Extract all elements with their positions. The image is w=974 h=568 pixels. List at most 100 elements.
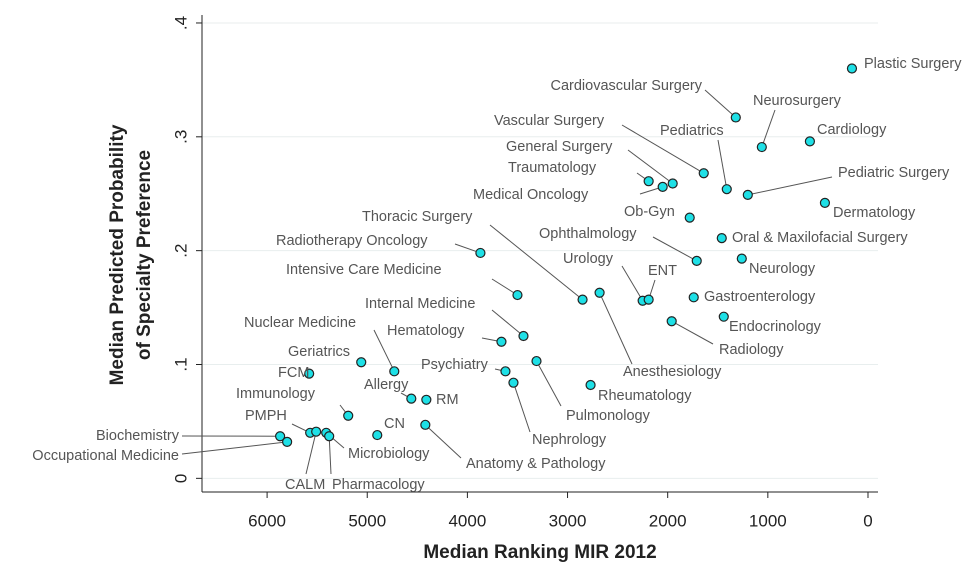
point xyxy=(742,189,753,200)
leader-line xyxy=(305,431,317,475)
point xyxy=(512,289,523,301)
x-tick-label: 4000 xyxy=(448,511,486,530)
point xyxy=(304,368,315,379)
point xyxy=(500,366,511,377)
point-label: Plastic Surgery xyxy=(864,56,962,72)
point-label: Oral & Maxilofacial Surgery xyxy=(732,230,908,246)
y-tick-label: .1 xyxy=(171,357,190,371)
point xyxy=(324,431,335,442)
leader-line xyxy=(621,124,704,174)
point-label: Vascular Surgery xyxy=(494,113,605,129)
leader-line xyxy=(181,441,288,455)
point-label: Anesthesiology xyxy=(623,364,722,380)
point-label: Nuclear Medicine xyxy=(244,315,356,331)
point-label: Occupational Medicine xyxy=(32,448,179,464)
leader-line xyxy=(671,320,714,345)
point xyxy=(421,394,432,405)
point-label: Ob-Gyn xyxy=(624,204,675,220)
point-label: Endocrinology xyxy=(729,319,822,335)
point-label: PMPH xyxy=(245,408,287,424)
point xyxy=(691,255,702,266)
point xyxy=(718,311,729,322)
point-label: Pharmacology xyxy=(332,477,425,493)
point-label: Gastroenterology xyxy=(704,289,816,305)
point-label: General Surgery xyxy=(506,139,613,155)
y-axis-title: of Specialty Preference xyxy=(134,150,155,360)
point-label: Anatomy & Pathology xyxy=(466,456,606,472)
point-label: Traumatology xyxy=(508,160,597,176)
point xyxy=(716,233,727,244)
point xyxy=(684,212,695,223)
y-tick-label: .4 xyxy=(171,16,190,30)
leader-line xyxy=(373,329,395,372)
point xyxy=(356,357,367,368)
point xyxy=(804,136,815,147)
y-axis-title: Median Predicted Probability xyxy=(107,124,128,385)
point-label: Dermatology xyxy=(833,205,916,221)
leader-line xyxy=(536,360,562,407)
leader-line xyxy=(489,224,583,300)
point xyxy=(282,436,293,448)
leader-line xyxy=(424,424,462,459)
point-label: Nephrology xyxy=(532,432,607,448)
point-label: Intensive Care Medicine xyxy=(286,262,442,278)
point-label: Pediatrics xyxy=(660,123,724,139)
point xyxy=(666,316,677,327)
point xyxy=(372,429,383,441)
point-label: Ophthalmology xyxy=(539,226,637,242)
x-tick-label: 3000 xyxy=(549,511,587,530)
leader-line xyxy=(717,139,728,190)
point xyxy=(518,330,529,342)
y-tick-label: .2 xyxy=(171,244,190,258)
point xyxy=(667,178,678,189)
point xyxy=(643,176,654,187)
point xyxy=(594,287,605,298)
point xyxy=(736,253,747,264)
y-tick-label: 0 xyxy=(171,474,190,483)
point xyxy=(657,181,668,193)
point xyxy=(819,197,831,208)
leader-line xyxy=(704,89,737,118)
point-label: Psychiatry xyxy=(421,357,489,373)
x-tick-label: 1000 xyxy=(749,511,787,530)
leader-line xyxy=(652,236,697,262)
point-label: Urology xyxy=(563,251,614,267)
point xyxy=(585,379,596,391)
point xyxy=(311,426,322,437)
point-label: Internal Medicine xyxy=(365,296,475,312)
point xyxy=(420,419,431,430)
point xyxy=(698,168,709,179)
point-label: RM xyxy=(436,392,459,408)
leader-line xyxy=(491,309,524,337)
x-tick-label: 6000 xyxy=(248,511,286,530)
leader-line xyxy=(621,265,644,302)
point-label: Radiotherapy Oncology xyxy=(276,233,428,249)
point xyxy=(730,112,741,123)
point-label: Hematology xyxy=(387,323,465,339)
point-label: CN xyxy=(384,416,405,432)
point-label: Immunology xyxy=(236,386,316,402)
point-label: Neurology xyxy=(749,261,816,277)
point-label: Rheumatology xyxy=(598,388,692,404)
point-label: Pulmonology xyxy=(566,408,651,424)
leader-line xyxy=(328,436,332,475)
point-label: Pediatric Surgery xyxy=(838,165,950,181)
leader-line xyxy=(512,382,531,433)
point-label: CALM xyxy=(285,477,325,493)
point xyxy=(475,247,486,259)
point xyxy=(343,410,354,421)
point xyxy=(508,377,519,388)
x-tick-label: 5000 xyxy=(348,511,386,530)
point-label: Radiology xyxy=(719,342,784,358)
point-label: Medical Oncology xyxy=(473,187,589,203)
leader-line xyxy=(627,149,673,184)
point-label: Geriatrics xyxy=(288,344,350,360)
point-label: Allergy xyxy=(364,377,409,393)
point xyxy=(406,393,417,404)
point-label: Neurosurgery xyxy=(753,93,842,109)
point-label: Cardiovascular Surgery xyxy=(550,78,702,94)
y-tick-label: .3 xyxy=(171,130,190,144)
point-label: Thoracic Surgery xyxy=(362,209,473,225)
x-tick-label: 2000 xyxy=(649,511,687,530)
